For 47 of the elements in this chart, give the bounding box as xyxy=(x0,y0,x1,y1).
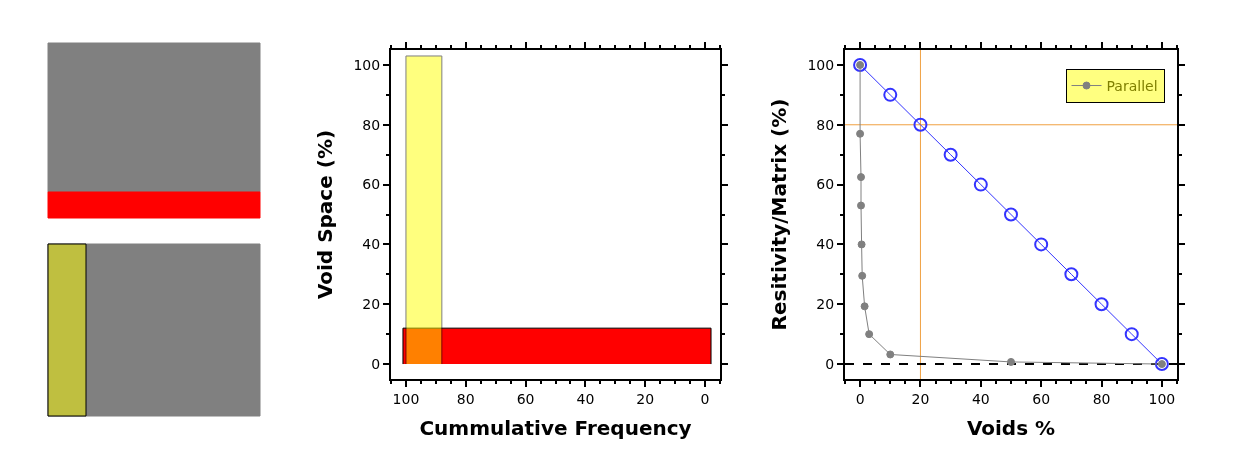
y-tick-label: 0 xyxy=(825,355,835,372)
legend-label: Parallel xyxy=(1106,77,1158,94)
y-tick-label: 60 xyxy=(816,176,835,193)
x-tick-label: 20 xyxy=(911,390,930,407)
point xyxy=(1064,267,1079,282)
y-tick-label: 0 xyxy=(371,355,381,372)
x-tick-label: 20 xyxy=(636,390,655,407)
y-tick-label: 80 xyxy=(816,116,835,133)
point xyxy=(857,240,866,249)
point xyxy=(856,129,865,138)
x-tick-label: 100 xyxy=(1148,390,1176,407)
point xyxy=(883,87,898,102)
point xyxy=(1094,297,1109,312)
point xyxy=(860,302,869,311)
point xyxy=(943,147,958,162)
y-tick-label: 60 xyxy=(362,176,381,193)
x-tick-label: 40 xyxy=(971,390,990,407)
y-tick-label: 20 xyxy=(362,296,381,313)
point xyxy=(1004,207,1018,222)
point xyxy=(1034,237,1049,252)
x-tick-label: 40 xyxy=(576,390,595,407)
x-tick-label: 0 xyxy=(700,390,710,407)
point xyxy=(913,117,928,132)
x-axis-title: Cummulative Frequency xyxy=(419,415,692,440)
y-tick-label: 40 xyxy=(816,236,835,253)
x-tick-label: 80 xyxy=(1092,390,1111,407)
x-tick-label: 60 xyxy=(1032,390,1051,407)
y-tick-label: 80 xyxy=(362,116,381,133)
point xyxy=(865,330,874,339)
y-axis-title: Resitivity/Matrix (%) xyxy=(767,98,792,331)
y-tick-label: 40 xyxy=(362,236,381,253)
point xyxy=(973,177,988,192)
y-tick-label: 100 xyxy=(353,56,381,73)
x-tick-label: 100 xyxy=(392,390,420,407)
point xyxy=(858,271,867,280)
y-tick-label: 100 xyxy=(807,56,835,73)
point xyxy=(857,201,865,210)
point xyxy=(1124,327,1139,342)
y-tick-label: 20 xyxy=(816,296,835,313)
point xyxy=(1007,357,1015,366)
x-axis-title: Voids % xyxy=(966,415,1056,440)
y-axis-title: Void Space (%) xyxy=(313,129,338,300)
point xyxy=(857,173,865,182)
x-tick-label: 80 xyxy=(456,390,475,407)
point xyxy=(886,350,895,359)
x-tick-label: 0 xyxy=(855,390,865,407)
x-tick-label: 60 xyxy=(516,390,535,407)
